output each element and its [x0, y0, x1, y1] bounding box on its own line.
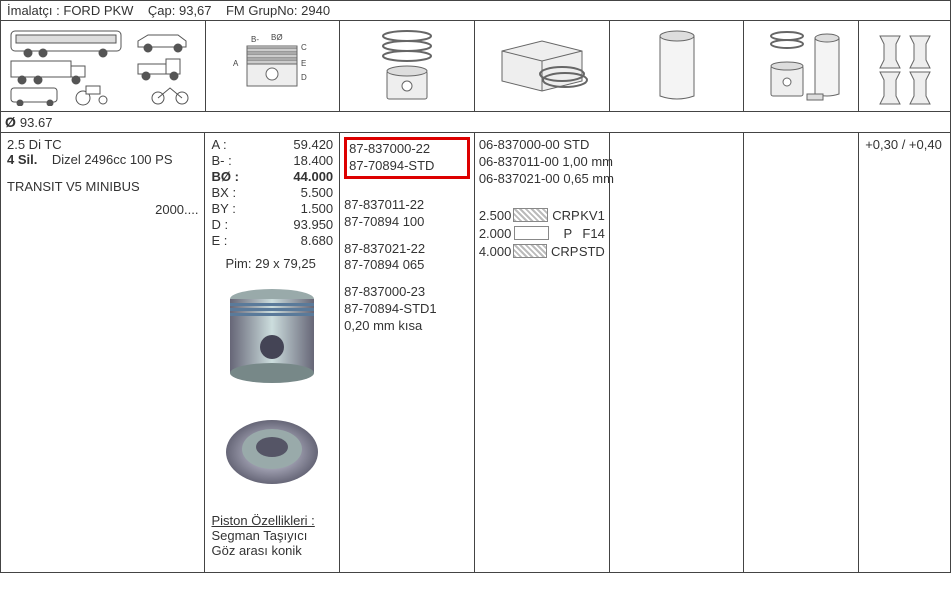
part-number: 06-837021-00 0,65 mm — [479, 171, 605, 188]
grup-value: 2940 — [301, 3, 330, 18]
header-bar: İmalatçı : FORD PKW Çap: 93,67 FM GrupNo… — [0, 0, 951, 21]
mfr-label: İmalatçı : — [7, 3, 60, 18]
col-kit — [744, 133, 859, 572]
piston-note-1: Segman Taşıyıcı — [211, 528, 333, 543]
main-row: 2.5 Di TC 4 Sil. Dizel 2496cc 100 PS TRA… — [0, 133, 951, 573]
dimension-value: 5.500 — [241, 185, 333, 200]
dimension-row: E :8.680 — [211, 233, 333, 248]
piston-note-2: Göz arası konik — [211, 543, 333, 558]
dimension-label: BY : — [211, 201, 241, 216]
col-dimensions: A :59.420B- :18.400BØ :44.000BX :5.500BY… — [205, 133, 340, 572]
icons-row: A B- BØ CED — [0, 21, 951, 111]
ring-pattern-icon — [513, 244, 547, 258]
dimension-row: A :59.420 — [211, 137, 333, 152]
part-number: 87-70894 065 — [344, 257, 470, 274]
svg-text:C: C — [301, 43, 307, 52]
dimension-label: B- : — [211, 153, 241, 168]
col-ring-partnumbers: 06-837000-00 STD 06-837011-00 1,00 mm 06… — [475, 133, 610, 572]
dimension-label: A : — [211, 137, 241, 152]
vehicle-name: TRANSIT V5 MINIBUS — [7, 179, 198, 194]
cap-label: Çap: — [148, 3, 175, 18]
dimension-value: 18.400 — [241, 153, 333, 168]
piston-render-side — [211, 281, 333, 391]
part-number: 87-70894-STD1 — [344, 301, 470, 318]
icon-piston-rings — [340, 21, 475, 111]
ring-spec-row: 4.000 CRPSTD — [479, 244, 605, 259]
ring-spec-number: 2.000 — [479, 226, 514, 241]
ring-spec-code: P — [553, 226, 582, 241]
part-number: 87-837000-23 — [344, 284, 470, 301]
part-number: 06-837000-00 STD — [479, 137, 605, 154]
dimension-value: 59.420 — [241, 137, 333, 152]
diameter-row: Ø 93.67 — [0, 111, 951, 133]
piston-features-label: Piston Özellikleri : — [211, 513, 333, 528]
part-number: 87-70894-STD — [349, 158, 465, 175]
part-number: 87-837011-22 — [344, 197, 470, 214]
ring-spec-number: 4.000 — [479, 244, 513, 259]
icon-vehicles — [1, 21, 206, 111]
svg-text:A: A — [233, 59, 239, 68]
piston-render-top — [211, 407, 333, 497]
icon-piston-dimensions: A B- BØ CED — [206, 21, 341, 111]
dimension-row: BØ :44.000 — [211, 169, 333, 184]
dimension-value: 1.500 — [241, 201, 333, 216]
ring-spec-code: KV1 — [580, 208, 605, 223]
grup-label: FM GrupNo: — [226, 3, 298, 18]
year-range: 2000.... — [7, 202, 198, 217]
dimension-label: E : — [211, 233, 241, 248]
ring-spec-code: CRP — [552, 208, 581, 223]
col-liner — [610, 133, 745, 572]
cylinder-count: 4 Sil. — [7, 152, 37, 167]
svg-text:BØ: BØ — [271, 33, 283, 42]
dimension-label: BØ : — [211, 169, 241, 184]
part-note: 0,20 mm kısa — [344, 318, 470, 335]
dimension-row: BY :1.500 — [211, 201, 333, 216]
part-number: 87-837000-22 — [349, 141, 465, 158]
icon-kit — [744, 21, 859, 111]
dimension-label: D : — [211, 217, 241, 232]
dimension-row: B- :18.400 — [211, 153, 333, 168]
ring-spec-number: 2.500 — [479, 208, 513, 223]
icon-ring-pack — [475, 21, 610, 111]
dimension-row: D :93.950 — [211, 217, 333, 232]
dimension-row: BX :5.500 — [211, 185, 333, 200]
col-engine-info: 2.5 Di TC 4 Sil. Dizel 2496cc 100 PS TRA… — [1, 133, 205, 572]
svg-text:E: E — [301, 59, 306, 68]
ring-pattern-icon — [513, 208, 547, 222]
ring-spec-row: 2.500 CRPKV1 — [479, 208, 605, 223]
cap-value: 93,67 — [179, 3, 212, 18]
part-number: 06-837011-00 1,00 mm — [479, 154, 605, 171]
icon-liner — [610, 21, 745, 111]
dimension-label: BX : — [211, 185, 241, 200]
engine-spec: Dizel 2496cc 100 PS — [52, 152, 173, 167]
part-number: 87-70894 100 — [344, 214, 470, 231]
svg-text:D: D — [301, 73, 307, 82]
col-oversize: +0,30 / +0,40 — [859, 133, 950, 572]
ring-spec-code: CRP — [551, 244, 579, 259]
diameter-symbol: Ø — [5, 114, 16, 130]
pim-spec: Pim: 29 x 79,25 — [225, 256, 333, 271]
part-number: 87-837021-22 — [344, 241, 470, 258]
diameter-value: 93.67 — [20, 115, 53, 130]
ring-spec-code: STD — [579, 244, 605, 259]
dimension-value: 44.000 — [241, 169, 333, 184]
ring-pattern-icon — [514, 226, 549, 240]
ring-spec-code: F14 — [582, 226, 604, 241]
dimension-value: 93.950 — [241, 217, 333, 232]
oversize-value: +0,30 / +0,40 — [865, 137, 942, 152]
ring-spec-row: 2.000 PF14 — [479, 226, 605, 241]
svg-text:B-: B- — [251, 35, 259, 44]
icon-bearings — [859, 21, 950, 111]
dimension-value: 8.680 — [241, 233, 333, 248]
highlighted-parts: 87-837000-22 87-70894-STD — [344, 137, 470, 179]
engine-code: 2.5 Di TC — [7, 137, 198, 152]
mfr-value: FORD PKW — [63, 3, 133, 18]
col-piston-partnumbers: 87-837000-22 87-70894-STD 87-837011-22 8… — [340, 133, 475, 572]
